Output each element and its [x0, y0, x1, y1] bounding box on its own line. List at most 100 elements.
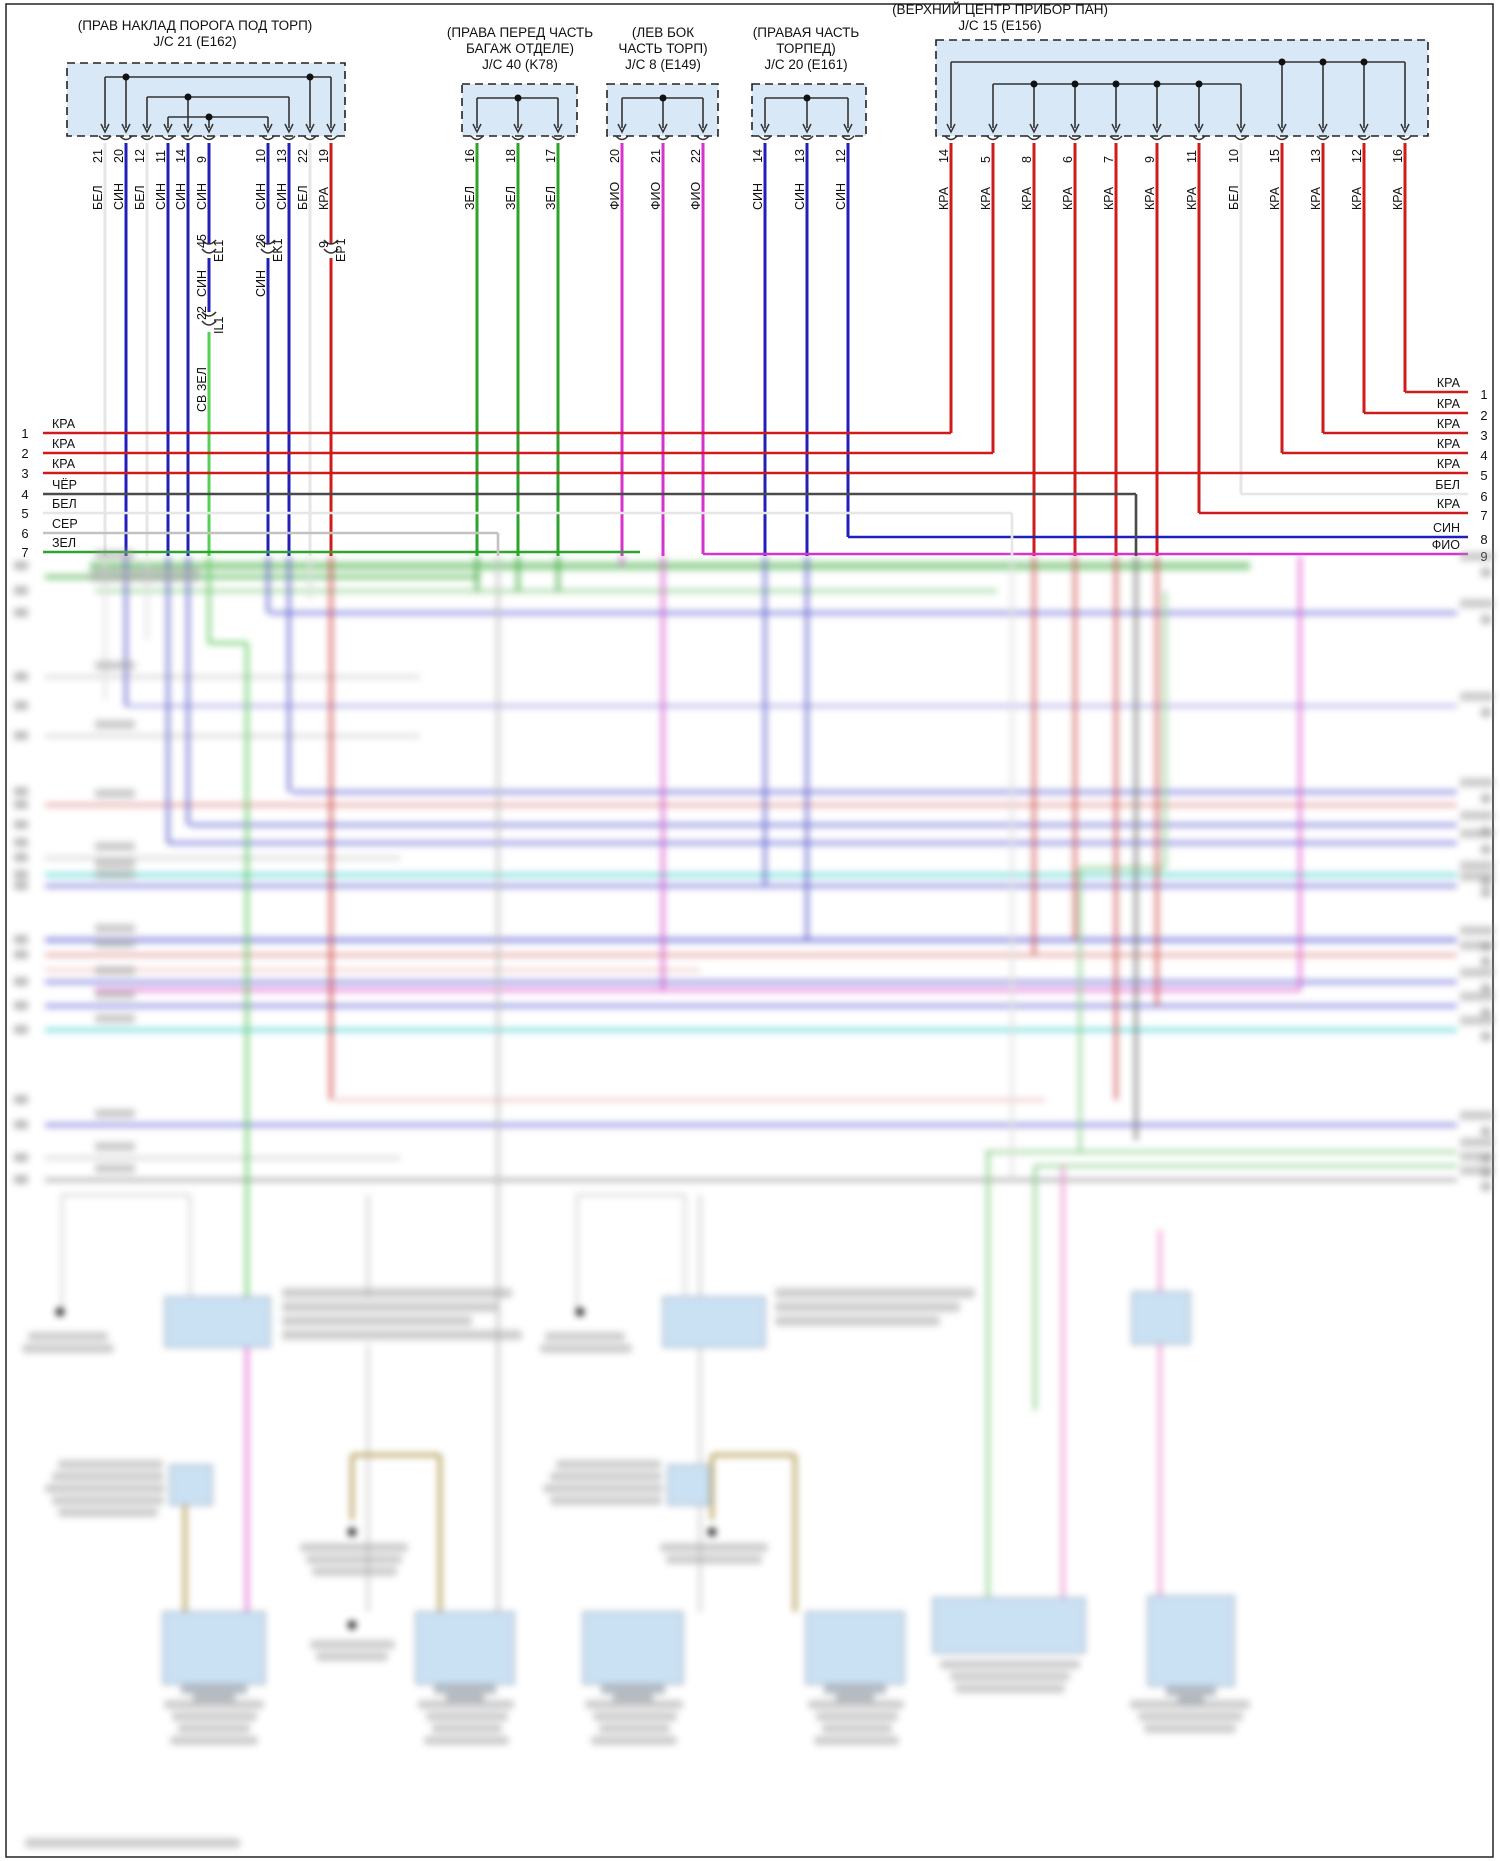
row-color-right: КРА	[1437, 417, 1461, 431]
row-number-right: 3	[1480, 428, 1487, 443]
pin-number: 20	[112, 149, 126, 163]
wire-color-label: СИН	[154, 183, 168, 210]
connector-tag: IL1	[212, 317, 226, 334]
arrowhead	[1277, 123, 1287, 134]
bus-row: 8 СИН	[848, 521, 1488, 547]
junction-block-jc21: (ПРАВ НАКЛАД ПОРОГА ПОД ТОРП)J/C 21 (E16…	[66, 18, 346, 556]
pin-arc	[1027, 135, 1041, 141]
arrowhead	[204, 123, 214, 134]
arrowhead	[284, 123, 294, 134]
row-number-right: 4	[1480, 448, 1487, 463]
wire-color-label: СИН	[195, 270, 209, 297]
wire-color-label: СИН	[174, 183, 188, 210]
arrowhead	[121, 123, 131, 134]
connector-arc	[323, 248, 339, 254]
connector-arc	[201, 239, 217, 245]
wire-color-label: СИН	[112, 183, 126, 210]
wire-color-label: ЗЕЛ	[544, 186, 558, 210]
wire-color-label: ЗЕЛ	[504, 186, 518, 210]
pin-arc	[324, 135, 338, 141]
row-color-left: ЧЁР	[52, 478, 77, 492]
pin-arc	[511, 135, 525, 141]
pin-number: 13	[1309, 149, 1323, 163]
pin-number: 6	[1061, 156, 1075, 163]
wire-color-label: КРА	[1309, 186, 1323, 210]
wire-color-label: СИН	[275, 183, 289, 210]
arrowhead	[183, 123, 193, 134]
bus-row: 3 КРА	[1323, 417, 1488, 443]
junction-dot	[1153, 80, 1161, 88]
connector-arc	[201, 311, 217, 317]
bus-row: 2 КРА	[1364, 397, 1488, 423]
connector-tag: EL1	[212, 240, 226, 262]
inline-connector-EK1: 26 EK1	[254, 234, 285, 262]
bus-row: 4 ЧЁР	[21, 478, 1136, 502]
pin-arc	[470, 135, 484, 141]
junction-box	[935, 39, 1429, 137]
pin-number: 15	[1268, 149, 1282, 163]
arrowhead	[1400, 123, 1410, 134]
row-color-right: СИН	[1433, 521, 1460, 535]
pin-number: 10	[254, 149, 268, 163]
bus-row: 7 КРА	[1199, 497, 1488, 523]
wire-color-label: ФИО	[608, 182, 622, 210]
arrowhead	[760, 123, 770, 134]
pin-arc	[303, 135, 317, 141]
pin-arc	[1275, 135, 1289, 141]
pin-arc	[1357, 135, 1371, 141]
wire-color-label: КРА	[979, 186, 993, 210]
pin-arc	[944, 135, 958, 141]
junction-title: (ПРАВАЯ ЧАСТЬ	[753, 25, 860, 40]
pin-number: 12	[133, 149, 147, 163]
wire-color-label: КРА	[1268, 186, 1282, 210]
row-color-right: ФИО	[1432, 538, 1460, 552]
bus-row: 1 КРА	[21, 417, 951, 441]
row-color-right: КРА	[1437, 437, 1461, 451]
bus-row: 7 ЗЕЛ	[21, 536, 640, 560]
pin-arc	[758, 135, 772, 141]
connector-arc	[260, 239, 276, 245]
arrowhead	[617, 123, 627, 134]
row-number-right: 9	[1480, 549, 1487, 564]
junction-block-jc15: (ВЕРХНИЙ ЦЕНТР ПРИБОР ПАН)J/C 15 (E156) 1…	[892, 2, 1429, 556]
junction-dot	[803, 94, 811, 102]
pin-number: 11	[154, 150, 168, 163]
wire-color-label: КРА	[1185, 186, 1199, 210]
pin-number: 14	[751, 149, 765, 163]
wire-color-label: БЕЛ	[296, 185, 310, 210]
arrowhead	[802, 123, 812, 134]
arrowhead	[1236, 123, 1246, 134]
pin-number: 22	[689, 149, 703, 163]
pin-arc	[181, 135, 195, 141]
wire-color-label: БЕЛ	[91, 185, 105, 210]
pin-number: 16	[463, 149, 477, 163]
row-color-left: КРА	[52, 437, 76, 451]
junction-title: J/C 20 (E161)	[764, 57, 847, 72]
bus-row: 9 ФИО	[703, 538, 1488, 564]
pin-arc	[161, 135, 175, 141]
pin-arc	[551, 135, 565, 141]
bus-row: 5 БЕЛ	[21, 497, 1012, 521]
row-color-right: КРА	[1437, 376, 1461, 390]
arrowhead	[988, 123, 998, 134]
row-color-right: КРА	[1437, 397, 1461, 411]
bus-row: 2 КРА	[21, 437, 993, 461]
row-color-right: БЕЛ	[1435, 478, 1460, 492]
connector-arc	[323, 239, 339, 245]
pin-number: 14	[174, 149, 188, 163]
wire-color-label: КРА	[1350, 186, 1364, 210]
junction-dot	[122, 73, 130, 81]
row-number-left: 1	[21, 426, 28, 441]
row-color-right: КРА	[1437, 457, 1461, 471]
row-color-left: БЕЛ	[52, 497, 77, 511]
junction-dot	[1071, 80, 1079, 88]
connector-tag: EK1	[271, 238, 285, 262]
row-color-left: ЗЕЛ	[52, 536, 76, 550]
junction-dot	[184, 93, 192, 101]
junction-dot	[1195, 80, 1203, 88]
pin-number: 21	[91, 149, 105, 163]
arrowhead	[843, 123, 853, 134]
